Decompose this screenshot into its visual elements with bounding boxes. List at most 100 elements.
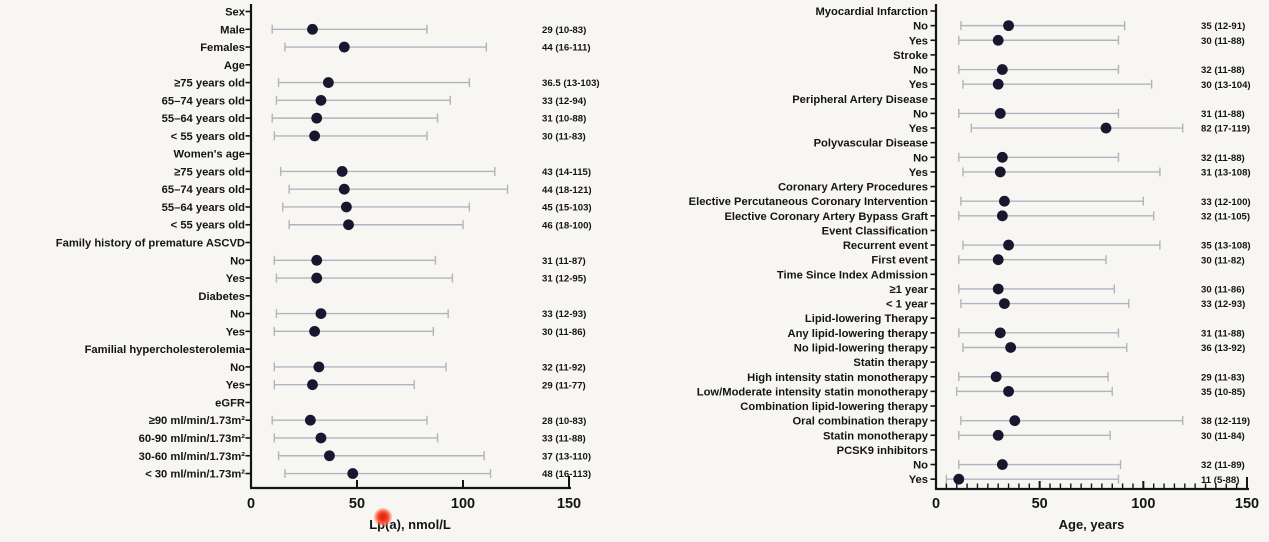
forest-data-row: No 32 (11-92) xyxy=(230,361,586,374)
median-dot xyxy=(992,78,1004,90)
forest-data-row: Yes 31 (13-108) xyxy=(909,166,1251,179)
forest-data-row: Yes 29 (11-77) xyxy=(226,379,586,392)
forest-group-header-row: Peripheral Artery Disease xyxy=(792,94,935,106)
forest-group-header-row: Statin therapy xyxy=(853,357,935,369)
median-dot xyxy=(315,308,327,319)
row-label: Polyvascular Disease xyxy=(814,138,928,150)
row-annotation: 33 (12-93) xyxy=(1201,299,1245,310)
forest-data-row: No 32 (11-88) xyxy=(913,64,1245,77)
row-label: Yes xyxy=(909,35,928,47)
row-label: No xyxy=(230,362,245,374)
row-label: ≥75 years old xyxy=(174,166,245,178)
row-label: Yes xyxy=(909,167,928,179)
forest-data-row: First event 30 (11-82) xyxy=(871,254,1245,267)
median-dot xyxy=(996,459,1008,470)
row-annotation: 30 (11-88) xyxy=(1201,36,1245,47)
forest-data-row: 30-60 ml/min/1.73m² 37 (13-110) xyxy=(139,450,591,463)
row-label: Any lipid-lowering therapy xyxy=(788,328,929,340)
forest-group-header-row: Polyvascular Disease xyxy=(814,138,935,150)
row-annotation: 32 (11-105) xyxy=(1201,211,1250,222)
median-dot xyxy=(338,41,350,53)
forest-data-row: No 33 (12-93) xyxy=(230,308,586,321)
row-annotation: 30 (11-82) xyxy=(1201,255,1245,266)
row-label: No xyxy=(913,65,928,77)
forest-data-row: 65–74 years old 33 (12-94) xyxy=(162,94,586,107)
row-annotation: 32 (11-89) xyxy=(1201,460,1245,471)
median-dot xyxy=(338,183,350,195)
row-label: Statin therapy xyxy=(853,357,928,369)
row-annotation: 44 (16-111) xyxy=(542,43,591,54)
forest-data-row: < 55 years old 30 (11-83) xyxy=(171,130,586,143)
row-annotation: 33 (11-88) xyxy=(542,434,586,445)
row-label: Lipid-lowering Therapy xyxy=(805,313,929,325)
forest-data-row: No 31 (11-87) xyxy=(230,254,586,267)
row-label: Yes xyxy=(909,474,928,486)
row-annotation: 30 (13-104) xyxy=(1201,80,1251,91)
forest-data-row: ≥75 years old 36.5 (13-103) xyxy=(174,77,600,90)
forest-group-header-row: Coronary Artery Procedures xyxy=(778,182,935,194)
row-annotation: 35 (13-108) xyxy=(1201,241,1251,252)
forest-data-row: No 32 (11-88) xyxy=(913,151,1245,164)
row-label: 60-90 ml/min/1.73m² xyxy=(139,433,246,445)
forest-data-row: Yes 31 (12-95) xyxy=(226,272,586,285)
row-annotation: 32 (11-88) xyxy=(1201,153,1245,164)
forest-data-row: No 32 (11-89) xyxy=(913,459,1245,472)
forest-group-header-row: Lipid-lowering Therapy xyxy=(805,313,935,325)
x-axis-tick-label: 50 xyxy=(1032,496,1048,512)
row-label: Familial hypercholesterolemia xyxy=(85,344,246,356)
row-label: No xyxy=(230,255,245,267)
median-dot xyxy=(1100,122,1112,134)
row-label: ≥1 year xyxy=(890,284,929,296)
forest-data-row: < 55 years old 46 (18-100) xyxy=(171,219,592,232)
row-label: Females xyxy=(200,42,245,54)
median-dot xyxy=(1005,342,1017,353)
median-dot xyxy=(1003,20,1014,32)
row-label: Yes xyxy=(226,273,245,285)
median-dot xyxy=(307,23,318,35)
median-dot xyxy=(992,254,1004,266)
forest-data-row: No lipid-lowering therapy 36 (13-92) xyxy=(794,342,1245,354)
row-annotation: 31 (12-95) xyxy=(542,274,586,285)
median-dot xyxy=(996,151,1008,163)
row-label: Elective Percutaneous Coronary Intervent… xyxy=(689,196,929,208)
forest-data-row: Male 29 (10-83) xyxy=(220,23,586,36)
median-dot xyxy=(343,219,354,231)
row-annotation: 37 (13-110) xyxy=(542,451,591,462)
forest-data-row: ≥1 year 30 (11-86) xyxy=(890,283,1245,296)
row-label: Yes xyxy=(226,326,245,338)
row-annotation: 31 (13-108) xyxy=(1201,168,1251,179)
forest-data-row: Yes 30 (13-104) xyxy=(909,78,1251,91)
row-label: ≥75 years old xyxy=(174,78,245,90)
median-dot xyxy=(1003,239,1014,251)
forest-data-row: Elective Percutaneous Coronary Intervent… xyxy=(689,195,1251,208)
row-label: 30-60 ml/min/1.73m² xyxy=(139,451,246,463)
row-label: No lipid-lowering therapy xyxy=(794,342,929,354)
row-label: 55–64 years old xyxy=(162,202,246,214)
row-label: Stroke xyxy=(893,50,928,62)
forest-group-header-row: Diabetes xyxy=(198,291,250,303)
median-dot xyxy=(311,112,323,124)
forest-data-row: 55–64 years old 45 (15-103) xyxy=(162,201,592,214)
median-dot xyxy=(994,166,1006,178)
row-label: Yes xyxy=(909,79,928,91)
x-axis-tick-label: 0 xyxy=(247,496,255,512)
median-dot xyxy=(307,379,318,391)
row-label: Coronary Artery Procedures xyxy=(778,182,928,194)
median-dot xyxy=(315,94,327,106)
forest-data-row: Statin monotherapy 30 (11-84) xyxy=(823,429,1245,442)
forest-group-header-row: Familial hypercholesterolemia xyxy=(85,344,250,356)
forest-group-header-row: eGFR xyxy=(215,397,250,409)
age-forest-panel: 0 50 100 150 Age, years Myocardial Infarction… xyxy=(689,4,1259,532)
forest-data-row: Yes 11 (5-88) xyxy=(909,473,1239,486)
row-annotation: 30 (11-86) xyxy=(1201,285,1245,296)
median-dot xyxy=(347,468,359,479)
row-label: 65–74 years old xyxy=(162,184,246,196)
row-annotation: 29 (11-77) xyxy=(542,380,586,391)
x-axis-tick-label: 0 xyxy=(932,496,940,512)
forest-group-header-row: Family history of premature ASCVD xyxy=(56,238,250,250)
row-annotation: 36 (13-92) xyxy=(1201,343,1245,354)
row-label: 55–64 years old xyxy=(162,113,246,125)
median-dot xyxy=(992,283,1004,295)
lpa-forest-panel: 0 50 100 150 Lp(a), nmol/L Sex Male 29 (10-83) F… xyxy=(56,4,600,532)
row-annotation: 43 (14-115) xyxy=(542,167,591,178)
